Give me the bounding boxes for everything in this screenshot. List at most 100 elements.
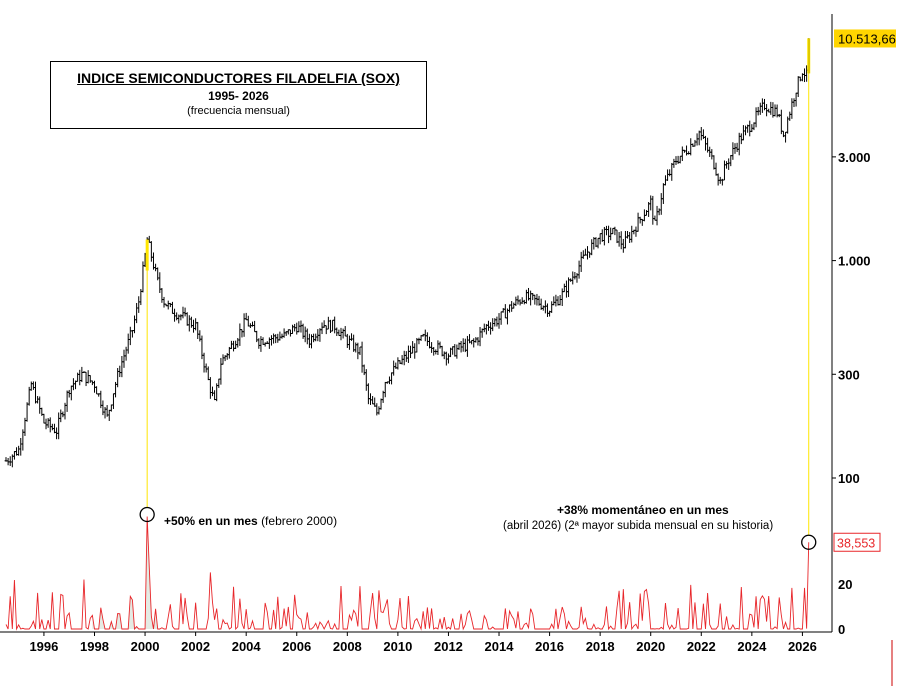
price-bar [697,130,701,146]
price-bar [120,356,124,378]
price-bar [550,301,554,313]
price-bar [579,251,583,272]
chart-title-box: INDICE SEMICONDUCTORES FILADELFIA (SOX) … [50,61,427,129]
annotation-apr-2026-bold: +38% momentáneo en un mes [557,503,729,517]
price-bar [727,158,731,170]
price-bar [295,322,299,335]
price-bar [88,375,92,383]
price-bar [84,371,88,387]
price-bar [95,386,98,395]
price-bar [173,308,176,322]
price-bar [400,355,404,365]
x-tick-label: 2006 [282,639,311,654]
price-bar [257,338,261,349]
price-bar [758,102,762,115]
y-tick-label: 300 [838,367,860,382]
price-bar [160,288,164,303]
price-bar [232,340,235,352]
price-bar [93,380,96,393]
price-bar [337,329,341,337]
price-bar [611,227,615,235]
price-bar [57,412,61,440]
price-bar [379,398,383,410]
price-bar [773,104,777,117]
price-bar [198,330,202,342]
x-tick-label: 1996 [29,639,58,654]
price-bar [739,133,743,145]
price-bar [59,409,63,423]
price-bar [194,318,198,331]
price-bar [754,107,758,128]
price-bar [131,330,134,338]
price-bar [562,283,566,293]
price-bar [187,315,191,332]
price-bar [571,271,575,285]
price-bar [31,381,35,390]
price-bar [712,155,716,170]
price-bar [291,324,294,334]
x-tick-label: 2010 [383,639,412,654]
price-bar [520,297,524,304]
price-bar [272,333,275,344]
x-tick-label: 2014 [485,639,515,654]
price-bar [253,320,257,333]
price-bar [731,142,735,160]
price-bar [402,350,406,366]
price-bar [624,230,627,249]
price-bar [358,346,362,355]
price-bar [270,335,273,346]
price-bar [716,173,720,186]
chart-title: INDICE SEMICONDUCTORES FILADELFIA (SOX) [77,70,400,86]
x-tick-label: 2012 [434,639,463,654]
price-bar [666,169,669,181]
price-bar [725,161,728,169]
price-bar [29,381,33,391]
x-tick-label: 2026 [788,639,817,654]
price-bar [236,337,240,348]
monthly-change-series [5,516,810,631]
y-tick-label: 3.000 [838,150,871,165]
price-bar [552,296,556,306]
price-bar [196,321,200,340]
annotation-feb-2000-note: (febrero 2000) [261,514,338,528]
highlight-circle [801,534,817,550]
annotation-apr-2026-note: (abril 2026) (2ª mayor subida mensual en… [503,520,774,532]
axes: 10.513,66 3.000 1.000 300 100 20 0 38,553 1996 19… [0,14,896,686]
price-bar [307,333,311,348]
price-bar [655,205,659,226]
price-bar [356,342,360,360]
price-bar [274,334,278,344]
price-bar [261,337,265,345]
price-bar [617,232,621,247]
price-bar [360,341,364,373]
price-bar [390,372,393,385]
last-change-badge [833,532,881,552]
price-bar [230,340,233,349]
price-bar [605,225,608,236]
price-bar [175,312,179,321]
price-bar [101,400,105,416]
price-bar [17,445,21,456]
price-bar [689,138,693,156]
price-bar [765,104,768,117]
price-bar [352,334,356,352]
annotation-feb-2000-bold: +50% en un mes [164,514,258,528]
price-bar [678,155,682,164]
price-bar [322,320,326,328]
price-bar [183,307,187,317]
price-bar [784,131,787,143]
price-bar [354,342,358,353]
price-bar [514,296,518,307]
price-bar [171,301,174,314]
price-bar [124,346,128,361]
price-bar [238,323,242,346]
price-bar [541,305,545,311]
price-bar [185,312,189,326]
price-bar [495,316,499,327]
price-bar [474,337,478,343]
price-bar [649,195,653,211]
price-bar [375,403,379,416]
price-bar [407,345,410,363]
price-bar [657,208,661,216]
price-bar [525,289,528,304]
